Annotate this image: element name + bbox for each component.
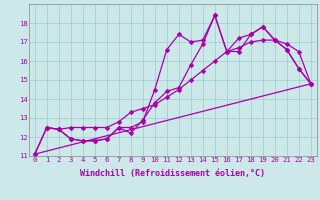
X-axis label: Windchill (Refroidissement éolien,°C): Windchill (Refroidissement éolien,°C) xyxy=(80,169,265,178)
